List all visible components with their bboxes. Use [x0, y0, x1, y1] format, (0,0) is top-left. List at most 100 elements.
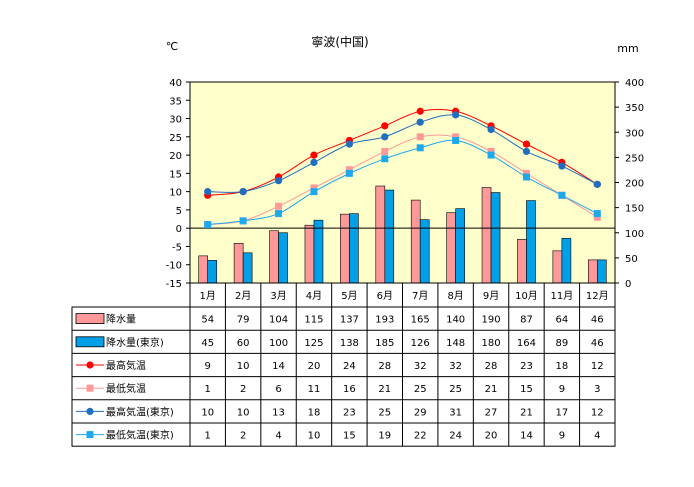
table-cell: 25	[378, 407, 391, 418]
table-cell: 185	[375, 338, 394, 349]
point-marker	[487, 147, 495, 155]
point-marker	[593, 180, 601, 188]
table-cell: 138	[340, 338, 359, 349]
month-label: 10月	[515, 290, 538, 302]
table-cell: 24	[343, 361, 356, 372]
left-tick-label: 40	[169, 78, 182, 89]
table-cell: 104	[269, 315, 288, 326]
table-cell: 9	[559, 431, 565, 442]
month-label: 6月	[377, 290, 393, 302]
right-tick-label: 0	[625, 279, 631, 290]
legend-swatch-marker	[86, 361, 94, 369]
bar-precip-tokyo	[596, 259, 607, 284]
table-cell: 4	[275, 431, 281, 442]
table-cell: 18	[308, 407, 321, 418]
left-tick-label: -5	[172, 242, 182, 253]
table-cell: 10	[237, 407, 250, 418]
table-cell: 15	[520, 384, 533, 395]
left-tick-label: -10	[166, 261, 182, 272]
bar-precip-tokyo	[384, 189, 395, 284]
point-marker	[204, 221, 212, 229]
table-cell: 54	[201, 315, 214, 326]
chart-title: 寧波(中国)	[311, 34, 368, 49]
table-cell: 9	[559, 384, 565, 395]
right-tick-label: 250	[625, 153, 644, 164]
left-tick-label: 25	[169, 133, 182, 144]
series-label: 降水量(東京)	[106, 336, 164, 349]
table-cell: 24	[449, 431, 462, 442]
left-tick-label: 0	[176, 224, 182, 235]
table-cell: 10	[308, 431, 321, 442]
point-marker	[239, 217, 247, 225]
month-label: 9月	[483, 290, 499, 302]
legend-swatch-marker	[86, 384, 94, 392]
point-marker	[310, 151, 318, 159]
table-cell: 22	[414, 431, 427, 442]
point-marker	[522, 140, 531, 148]
point-marker	[239, 188, 247, 196]
table-cell: 46	[591, 338, 604, 349]
table-cell: 100	[269, 338, 288, 349]
bar-precip	[269, 230, 279, 284]
left-tick-label: 30	[169, 115, 182, 126]
table-cell: 126	[411, 338, 430, 349]
month-label: 5月	[341, 290, 357, 302]
table-cell: 60	[237, 338, 250, 349]
point-marker	[310, 184, 318, 192]
table-cell: 1	[205, 431, 211, 442]
right-tick-label: 150	[625, 204, 644, 215]
table-cell: 23	[520, 361, 533, 372]
right-tick-label: 50	[625, 254, 638, 265]
table-cell: 21	[485, 384, 498, 395]
right-tick-label: 200	[625, 179, 644, 190]
left-tick-label: 20	[169, 151, 182, 162]
bar-precip	[198, 255, 209, 284]
table-cell: 2	[240, 431, 246, 442]
month-label: 8月	[447, 290, 463, 302]
point-marker	[275, 202, 283, 210]
table-cell: 21	[520, 407, 533, 418]
table-cell: 140	[446, 315, 465, 326]
month-label: 11月	[551, 290, 574, 302]
month-label: 3月	[270, 290, 286, 302]
bar-precip	[340, 213, 350, 284]
bar-precip	[375, 185, 386, 284]
series-label: 最高気温(東京)	[106, 405, 174, 418]
bar-precip-tokyo	[561, 237, 572, 284]
bar-precip	[304, 224, 315, 284]
table-cell: 87	[520, 315, 533, 326]
bar-precip	[552, 250, 563, 284]
table-cell: 12	[591, 407, 604, 418]
table-cell: 190	[481, 315, 500, 326]
month-label: 2月	[235, 290, 251, 302]
bar-precip-tokyo	[349, 213, 359, 284]
table-cell: 4	[594, 431, 600, 442]
table-cell: 148	[446, 338, 465, 349]
table-cell: 45	[201, 338, 214, 349]
bar-precip	[233, 243, 244, 284]
right-tick-label: 300	[625, 128, 644, 139]
table-cell: 32	[449, 361, 462, 372]
bar-precip-tokyo	[490, 192, 501, 284]
table-cell: 46	[591, 315, 604, 326]
table-cell: 164	[517, 338, 536, 349]
legend-swatch-marker	[86, 431, 94, 439]
plot-background	[189, 81, 616, 284]
table-cell: 9	[205, 361, 211, 372]
point-marker	[345, 166, 353, 174]
month-label: 7月	[412, 290, 428, 302]
table-cell: 10	[201, 407, 214, 418]
table-cell: 17	[556, 407, 569, 418]
table-cell: 14	[520, 431, 533, 442]
point-marker	[416, 133, 424, 141]
bar-precip-tokyo	[313, 219, 324, 284]
left-tick-label: -15	[166, 279, 182, 290]
right-tick-label: 100	[625, 229, 644, 240]
table-cell: 180	[481, 338, 500, 349]
point-marker	[452, 136, 460, 144]
point-marker	[381, 155, 389, 163]
right-tick-label: 400	[625, 78, 644, 89]
bar-precip	[446, 212, 456, 284]
table-cell: 15	[343, 431, 356, 442]
